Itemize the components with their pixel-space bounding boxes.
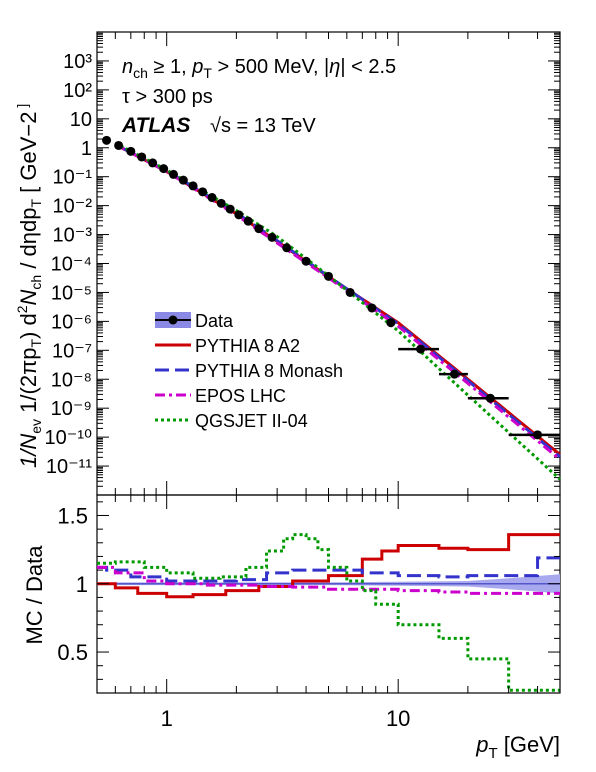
x-tick-label: 10	[386, 706, 410, 731]
data-point	[234, 210, 244, 220]
data-point	[102, 135, 112, 145]
top-ytick-label: 10⁻⁷	[52, 340, 92, 362]
data-point	[114, 140, 124, 150]
data-point	[198, 187, 208, 197]
selection-text-line2: τ > 300 ps	[122, 86, 213, 108]
x-axis-label-part: [GeV]	[498, 732, 560, 757]
legend-entry-epos-lhc-label: EPOS LHC	[195, 386, 286, 406]
y-axis-label-part: 2	[14, 305, 30, 313]
data-point	[207, 193, 217, 203]
y-axis-label-part: T	[28, 199, 44, 208]
x-axis-label: pT [GeV]	[475, 732, 560, 762]
legend-entry-data-label: Data	[195, 311, 234, 331]
selection-text-part: T	[203, 65, 212, 81]
legend-entry-data-marker	[168, 315, 178, 325]
data-point	[126, 146, 136, 156]
selection-text-part: ch	[133, 65, 148, 81]
data-point	[324, 271, 333, 281]
ratio-curve-qgsjet-ii-04	[97, 533, 560, 692]
x-axis-label-part: T	[488, 745, 497, 762]
data-point	[137, 152, 147, 162]
top-y-axis-label: 1/Nev 1/(2πpT) d2Nch / dηdpT [ GeV−2 ]	[14, 104, 44, 468]
top-ytick-label: 1	[81, 138, 92, 160]
data-point	[225, 204, 235, 214]
y-axis-label-part: ch	[28, 275, 44, 290]
data-point	[216, 198, 226, 208]
top-ytick-label: 10⁻¹⁰	[45, 427, 92, 449]
top-ytick-label: 10⁻¹¹	[46, 456, 92, 478]
selection-text-part: η	[329, 56, 340, 78]
data-point	[168, 169, 178, 179]
top-ytick-label: 10²	[63, 80, 92, 102]
ratio-y-axis-label: MC / Data	[22, 545, 47, 645]
top-ytick-label: 10⁻³	[53, 225, 93, 247]
ratio-curve-epos-lhc	[97, 565, 560, 595]
data-point	[345, 287, 355, 297]
top-ytick-label: 10⁻⁹	[51, 398, 92, 420]
x-axis-label-part: p	[475, 732, 488, 757]
selection-text-part: n	[122, 56, 133, 78]
data-point	[267, 232, 277, 242]
selection-text-part: ≥ 1,	[148, 56, 192, 78]
energy-label: √s = 13 TeV	[210, 115, 316, 137]
bottom-ytick-label: 1	[76, 572, 88, 597]
data-point	[188, 181, 198, 191]
ratio-panel: 0.5 1 1.5 1 10 MC / Data pT [GeV]	[22, 494, 561, 762]
y-axis-label-part: 1/(2πp	[16, 348, 41, 419]
top-ytick-label: 10⁻²	[53, 196, 93, 218]
data-point	[159, 164, 169, 174]
legend-entry-pythia-8-monash-label: PYTHIA 8 Monash	[195, 361, 343, 381]
top-ytick-label: 10⁻¹	[53, 167, 93, 189]
selection-text-line1: nch ≥ 1, pT > 500 MeV, |η| < 2.5	[122, 56, 396, 81]
ratio-curve-pythia-8-a2	[97, 533, 560, 599]
y-axis-label-part: ) d	[16, 313, 41, 339]
top-ytick-label: 10⁻⁸	[51, 369, 92, 391]
top-ytick-label: 10⁻⁵	[51, 282, 92, 304]
spectrum-panel: 10⁻¹¹ 10⁻¹⁰ 10⁻⁹ 10⁻⁸ 10⁻⁷ 10⁻⁶ 10⁻⁵ 10⁻⁴ 10⁻³ 10…	[14, 31, 562, 496]
y-axis-label-part: ev	[28, 419, 44, 434]
top-ytick-label: 10³	[63, 51, 92, 73]
data-point	[282, 243, 292, 253]
selection-text-part: p	[191, 56, 203, 78]
bottom-ytick-label: 0.5	[57, 640, 88, 665]
y-axis-label-part: [ GeV	[16, 136, 41, 199]
top-ytick-label: 10⁻⁴	[51, 254, 92, 276]
y-axis-label-part: / dηdp	[16, 208, 41, 275]
ratio-curve-pythia-8-monash	[97, 556, 560, 583]
y-axis-label-part: N	[16, 289, 41, 305]
data-point	[254, 224, 264, 234]
selection-text-part: | < 2.5	[340, 56, 396, 78]
y-axis-label-part: −2	[16, 111, 41, 136]
data-point	[148, 158, 158, 168]
y-axis-label-part: T	[28, 339, 44, 348]
y-axis-label-part: ]	[14, 104, 30, 112]
data-point	[178, 175, 188, 185]
selection-text-part: > 500 MeV, |	[212, 56, 329, 78]
legend-entry-qgsjet-ii-04-label: QGSJET II-04	[195, 411, 308, 431]
top-curve-epos-lhc	[114, 143, 561, 461]
top-ytick-label: 10	[70, 109, 92, 131]
y-axis-label-part: 1/N	[16, 434, 41, 468]
experiment-label: ATLAS	[121, 114, 190, 137]
data-point	[386, 318, 396, 328]
data-point	[301, 256, 311, 266]
bottom-ytick-label: 1.5	[57, 503, 88, 528]
data-point	[243, 216, 253, 226]
top-ytick-label: 10⁻⁶	[51, 311, 92, 333]
data-point	[367, 303, 377, 313]
x-tick-label: 1	[161, 706, 173, 731]
legend-entry-pythia-8-a2-label: PYTHIA 8 A2	[195, 336, 300, 356]
